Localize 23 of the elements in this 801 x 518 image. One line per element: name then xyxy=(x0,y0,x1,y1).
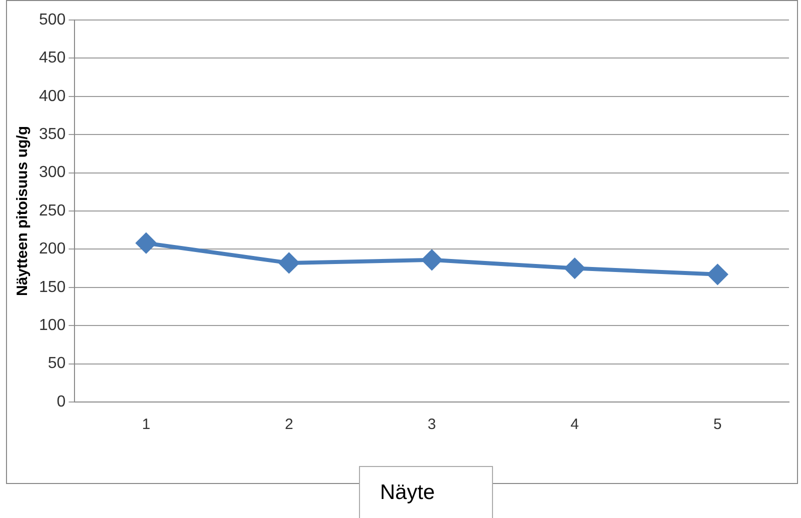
y-tick-label: 300 xyxy=(38,164,66,182)
y-tick-label: 0 xyxy=(56,393,66,410)
x-axis-title: Näyte xyxy=(359,466,493,518)
y-tick-label: 150 xyxy=(38,278,66,296)
x-tick-label: 4 xyxy=(570,416,579,434)
y-tick-label: 350 xyxy=(38,126,66,144)
x-tick-label: 5 xyxy=(713,416,722,434)
y-tick-label: 100 xyxy=(38,317,66,334)
point xyxy=(278,252,299,273)
y-axis-title: Näytteen pitoisuus ug/g xyxy=(14,126,32,296)
point xyxy=(136,233,156,254)
y-tick-label: 400 xyxy=(38,88,66,105)
y-tick-label: 250 xyxy=(38,202,66,220)
x-tick-label: 1 xyxy=(142,416,150,434)
point xyxy=(564,258,585,278)
x-tick-label: 2 xyxy=(284,416,294,434)
point xyxy=(422,250,442,270)
x-tick-label: 3 xyxy=(428,416,436,434)
point xyxy=(708,264,728,284)
y-tick-label: 450 xyxy=(38,50,66,67)
y-tick-label: 500 xyxy=(38,11,66,28)
y-tick-label: 50 xyxy=(48,355,66,372)
y-tick-label: 200 xyxy=(38,240,66,258)
